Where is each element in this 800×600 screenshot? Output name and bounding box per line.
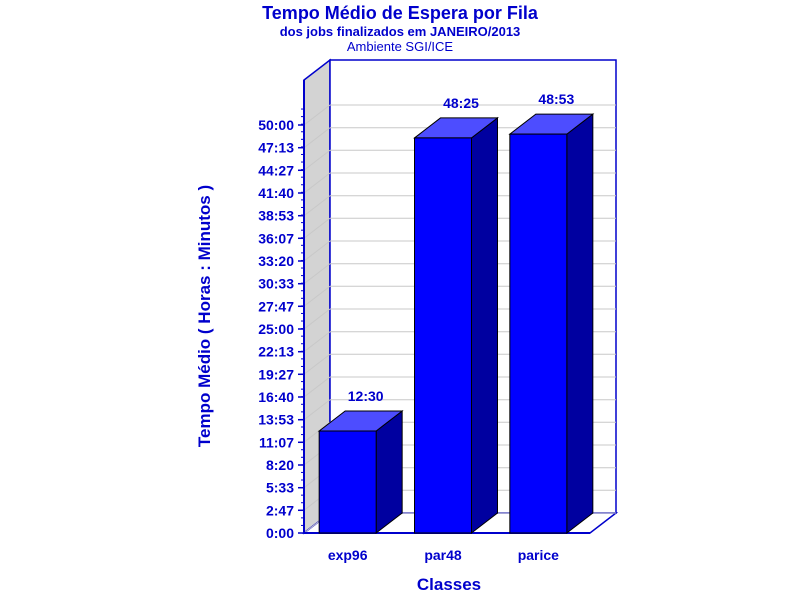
chart-subtitle-2: Ambiente SGI/ICE — [346, 39, 454, 54]
y-tick-label: 38:53 — [258, 208, 294, 224]
grid-line-side — [303, 195, 331, 217]
bar — [317, 409, 404, 535]
y-tick-label: 13:53 — [258, 412, 294, 428]
x-axis-title: Classes — [417, 575, 481, 594]
y-tick-label: 36:07 — [258, 230, 294, 246]
y-axis-title: Tempo Médio ( Horas : Minutos ) — [195, 185, 214, 447]
y-tick-label: 25:00 — [258, 321, 294, 337]
y-tick-label: 22:13 — [258, 344, 294, 360]
bar-side — [471, 116, 498, 535]
y-tick-label: 27:47 — [258, 298, 294, 314]
y-tick-label: 2:47 — [266, 502, 294, 518]
y-tick-label: 16:40 — [258, 389, 294, 405]
data-labels: 12:30 48:25 48:53 — [348, 91, 575, 404]
chart-subtitle-1: dos jobs finalizados em JANEIRO/2013 — [279, 24, 521, 39]
x-axis: exp96 par48 parice — [328, 547, 559, 563]
x-tick-label: exp96 — [328, 547, 368, 563]
grid-line-side — [303, 263, 331, 285]
bar — [508, 113, 595, 535]
bar-side — [566, 113, 594, 535]
bar-front — [318, 430, 377, 534]
y-tick-label: 8:20 — [266, 457, 294, 473]
y-tick-label: 44:27 — [258, 162, 294, 178]
x-tick-label: parice — [518, 547, 559, 563]
data-label: 48:25 — [443, 95, 479, 111]
bar-front — [509, 133, 568, 534]
y-tick-label: 41:40 — [258, 185, 294, 201]
grid-line-side — [303, 149, 331, 171]
grid-line-side — [303, 127, 331, 149]
data-label: 48:53 — [538, 91, 574, 107]
y-tick-label: 11:07 — [259, 434, 294, 450]
grid-line-side — [303, 217, 331, 239]
bar — [413, 116, 499, 535]
y-tick-label: 5:33 — [266, 480, 294, 496]
grid-line-side — [303, 353, 331, 375]
y-tick-label: 47:13 — [258, 140, 294, 156]
y-axis: 0:00 2:47 5:33 8:20 11:07 13:53 16:40 19:27 22:1… — [258, 80, 590, 541]
grid-line-side — [303, 240, 331, 262]
grid-line-side — [303, 308, 331, 330]
bar-side — [375, 409, 403, 535]
y-tick-label: 0:00 — [266, 525, 294, 541]
grid-line-side — [303, 376, 331, 398]
y-tick-label: 19:27 — [258, 366, 294, 382]
x-tick-label: par48 — [424, 547, 462, 563]
bars — [317, 113, 595, 535]
y-tick-label: 50:00 — [258, 117, 294, 133]
data-label: 12:30 — [348, 388, 384, 404]
bar-front — [414, 137, 472, 534]
y-tick-label: 30:33 — [258, 276, 294, 292]
grid-line-side — [303, 331, 331, 353]
grid-line-side — [303, 285, 331, 307]
chart-title: Tempo Médio de Espera por Fila — [262, 3, 538, 23]
chart-titles: Tempo Médio de Espera por Fila dos jobs … — [0, 2, 800, 54]
y-tick-label: 33:20 — [258, 253, 294, 269]
grid-line-side — [303, 399, 331, 421]
grid-line-side — [303, 104, 331, 126]
grid-line-side — [303, 172, 331, 194]
